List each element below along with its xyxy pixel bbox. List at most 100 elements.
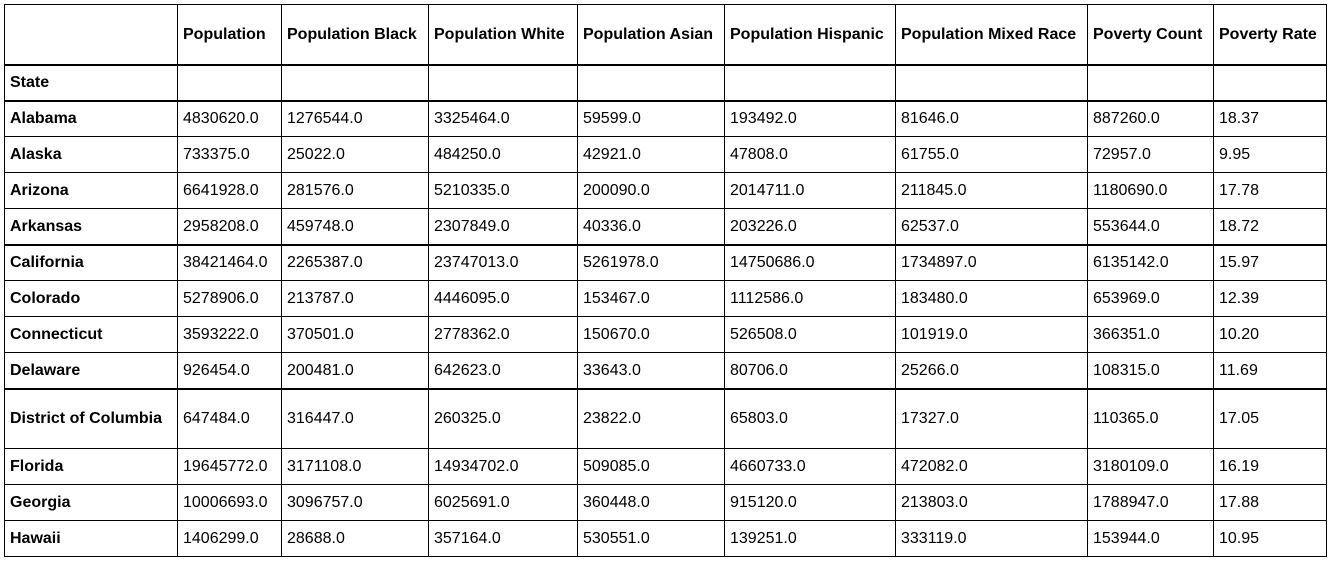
table-cell: 553644.0 [1087, 208, 1214, 246]
table-cell: 5261978.0 [577, 244, 725, 281]
table-cell: 1112586.0 [724, 280, 896, 317]
table-cell: 47808.0 [724, 136, 896, 173]
table-cell: 72957.0 [1087, 136, 1214, 173]
empty-cell [577, 64, 725, 102]
table-cell: 260325.0 [428, 388, 578, 449]
table-cell: 2778362.0 [428, 316, 578, 353]
table-cell: 62537.0 [895, 208, 1088, 246]
table-cell: 25022.0 [281, 136, 429, 173]
table-cell: 19645772.0 [177, 448, 282, 485]
state-name-cell: California [4, 244, 178, 281]
table-cell: 915120.0 [724, 484, 896, 521]
table-cell: 887260.0 [1087, 100, 1214, 137]
table-cell: 11.69 [1213, 352, 1327, 390]
table-cell: 110365.0 [1087, 388, 1214, 449]
table-cell: 6025691.0 [428, 484, 578, 521]
table-cell: 360448.0 [577, 484, 725, 521]
column-header-population-white: Population White [428, 4, 578, 66]
table-row: Alabama 4830620.0 1276544.0 3325464.0 59599.… [4, 100, 1327, 137]
table-cell: 17.05 [1213, 388, 1327, 449]
table-cell: 647484.0 [177, 388, 282, 449]
index-label-cell: State [4, 64, 178, 102]
state-name-cell: Hawaii [4, 520, 178, 557]
state-name-cell: Alabama [4, 100, 178, 137]
table-cell: 733375.0 [177, 136, 282, 173]
column-header-poverty-count: Poverty Count [1087, 4, 1214, 66]
table-cell: 459748.0 [281, 208, 429, 246]
index-header-row: State [4, 64, 1327, 102]
empty-cell [1087, 64, 1214, 102]
table-row: Hawaii 1406299.0 28688.0 357164.0 530551.0 13… [4, 520, 1327, 557]
table-cell: 17327.0 [895, 388, 1088, 449]
table-cell: 150670.0 [577, 316, 725, 353]
empty-cell [428, 64, 578, 102]
table-cell: 366351.0 [1087, 316, 1214, 353]
table-cell: 17.88 [1213, 484, 1327, 521]
table-cell: 6641928.0 [177, 172, 282, 209]
column-header-population-black: Population Black [281, 4, 429, 66]
state-name-cell: Alaska [4, 136, 178, 173]
table-cell: 213787.0 [281, 280, 429, 317]
table-cell: 316447.0 [281, 388, 429, 449]
table-cell: 108315.0 [1087, 352, 1214, 390]
table-row: Delaware 926454.0 200481.0 642623.0 33643.0 8… [4, 352, 1327, 390]
table-cell: 4830620.0 [177, 100, 282, 137]
table-cell: 281576.0 [281, 172, 429, 209]
table-cell: 65803.0 [724, 388, 896, 449]
table-cell: 211845.0 [895, 172, 1088, 209]
empty-cell [1213, 64, 1327, 102]
table-cell: 2014711.0 [724, 172, 896, 209]
table-cell: 5278906.0 [177, 280, 282, 317]
column-header-population-asian: Population Asian [577, 4, 725, 66]
table-cell: 357164.0 [428, 520, 578, 557]
table-cell: 653969.0 [1087, 280, 1214, 317]
table-cell: 10.95 [1213, 520, 1327, 557]
table-row: Georgia 10006693.0 3096757.0 6025691.0 36044… [4, 484, 1327, 521]
table-cell: 213803.0 [895, 484, 1088, 521]
table-cell: 153467.0 [577, 280, 725, 317]
table-row: Colorado 5278906.0 213787.0 4446095.0 153467… [4, 280, 1327, 317]
table-cell: 10006693.0 [177, 484, 282, 521]
table-cell: 2958208.0 [177, 208, 282, 246]
table-cell: 5210335.0 [428, 172, 578, 209]
column-header-population: Population [177, 4, 282, 66]
table-cell: 509085.0 [577, 448, 725, 485]
table-cell: 153944.0 [1087, 520, 1214, 557]
table-cell: 61755.0 [895, 136, 1088, 173]
column-header-poverty-rate: Poverty Rate [1213, 4, 1327, 66]
empty-cell [177, 64, 282, 102]
table-cell: 3171108.0 [281, 448, 429, 485]
state-name-cell: Delaware [4, 352, 178, 390]
table-cell: 12.39 [1213, 280, 1327, 317]
table-row: Florida 19645772.0 3171108.0 14934702.0 5090… [4, 448, 1327, 485]
table-row: Alaska 733375.0 25022.0 484250.0 42921.0 4780… [4, 136, 1327, 173]
state-name-cell: Georgia [4, 484, 178, 521]
table-row: Arkansas 2958208.0 459748.0 2307849.0 40336.… [4, 208, 1327, 246]
table-cell: 10.20 [1213, 316, 1327, 353]
table-cell: 25266.0 [895, 352, 1088, 390]
column-header-population-mixed-race: Population Mixed Race [895, 4, 1088, 66]
table-cell: 15.97 [1213, 244, 1327, 281]
table-cell: 1788947.0 [1087, 484, 1214, 521]
empty-cell [895, 64, 1088, 102]
table-cell: 42921.0 [577, 136, 725, 173]
table-cell: 101919.0 [895, 316, 1088, 353]
table-row: District of Columbia 647484.0 316447.0 2603… [4, 388, 1327, 449]
table-cell: 3593222.0 [177, 316, 282, 353]
table-cell: 3096757.0 [281, 484, 429, 521]
table-cell: 18.37 [1213, 100, 1327, 137]
state-name-cell: Arizona [4, 172, 178, 209]
table-cell: 81646.0 [895, 100, 1088, 137]
column-header-population-hispanic: Population Hispanic [724, 4, 896, 66]
column-header-row: Population Population Black Population W… [4, 4, 1327, 66]
table-cell: 28688.0 [281, 520, 429, 557]
table-cell: 2265387.0 [281, 244, 429, 281]
table-cell: 193492.0 [724, 100, 896, 137]
table-cell: 23747013.0 [428, 244, 578, 281]
table-cell: 926454.0 [177, 352, 282, 390]
table-cell: 33643.0 [577, 352, 725, 390]
state-name-cell: Colorado [4, 280, 178, 317]
data-table-container: Population Population Black Population W… [4, 4, 1327, 557]
table-cell: 6135142.0 [1087, 244, 1214, 281]
empty-cell [724, 64, 896, 102]
